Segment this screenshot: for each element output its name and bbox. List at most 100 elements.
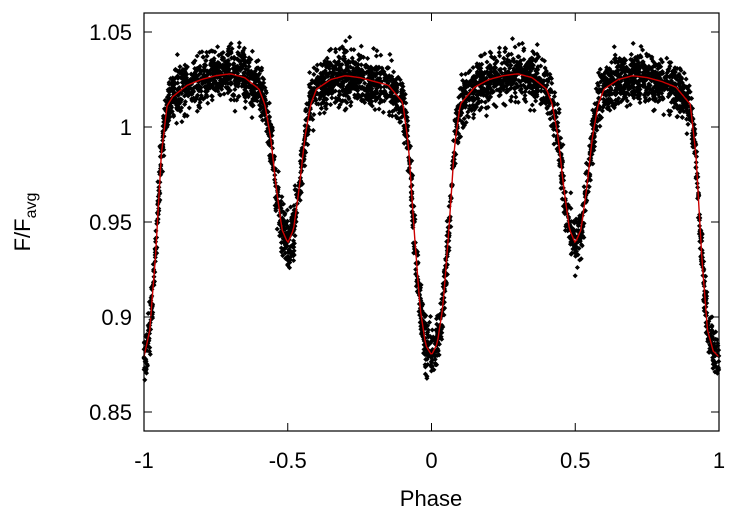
data-point (243, 98, 249, 104)
data-point (143, 370, 150, 376)
data-point (505, 53, 511, 59)
data-point (683, 76, 689, 82)
data-point (324, 55, 330, 61)
y-tick-label: 0.95 (89, 210, 132, 235)
data-point (348, 99, 354, 105)
data-point (355, 88, 361, 94)
x-tick-label: -0.5 (269, 448, 307, 473)
data-point (358, 43, 364, 49)
data-point (664, 55, 670, 61)
data-point (436, 352, 442, 358)
data-point (347, 34, 353, 40)
data-point (502, 45, 508, 51)
data-point (427, 313, 434, 320)
data-point (232, 86, 238, 93)
data-point (581, 184, 587, 190)
data-point (574, 264, 580, 271)
y-axis-title: F/Favg (10, 193, 40, 252)
data-point (174, 52, 180, 58)
data-point (460, 78, 466, 84)
data-point (371, 45, 377, 52)
data-point (310, 127, 316, 133)
data-point (174, 120, 180, 126)
data-point (286, 265, 293, 271)
data-point (241, 45, 247, 51)
data-point (531, 107, 537, 113)
data-point (186, 105, 192, 111)
data-point (578, 256, 584, 262)
data-point (483, 113, 490, 119)
y-tick-label: 1.05 (89, 20, 132, 45)
data-point (288, 218, 294, 224)
x-tick-labels: -1 -0.5 0 0.5 1 (134, 448, 725, 473)
data-point (307, 69, 313, 76)
data-point (378, 52, 384, 58)
data-point (317, 111, 323, 117)
data-point (217, 92, 224, 98)
data-point (179, 119, 185, 125)
data-point (333, 49, 339, 55)
data-point (712, 369, 718, 375)
data-point (496, 49, 502, 56)
data-point (215, 44, 221, 50)
data-points (141, 34, 722, 383)
data-point (291, 203, 297, 209)
data-point (249, 115, 255, 121)
data-point (292, 233, 298, 239)
data-point (362, 80, 368, 86)
data-point (479, 105, 485, 111)
x-tick-label: 0.5 (560, 448, 591, 473)
x-axis-title: Phase (400, 486, 462, 511)
data-point (236, 44, 242, 50)
data-point (512, 90, 518, 96)
data-point (674, 114, 680, 120)
data-point (512, 44, 518, 50)
data-point (496, 45, 503, 51)
data-point (710, 357, 716, 363)
data-point (343, 38, 349, 44)
data-point (484, 59, 490, 65)
data-point (429, 327, 435, 333)
data-point (372, 107, 378, 113)
data-point (572, 273, 578, 279)
y-axis-title-main: F/F (10, 218, 35, 251)
data-point (426, 319, 433, 325)
x-tick-label: 1 (713, 448, 725, 473)
data-point (391, 69, 397, 75)
data-point (628, 51, 634, 57)
data-point (497, 53, 503, 59)
data-point (433, 362, 439, 368)
data-point (201, 72, 207, 78)
data-point (661, 112, 667, 118)
data-point (160, 169, 166, 175)
data-point (185, 87, 192, 93)
data-point (329, 95, 335, 101)
data-point (291, 257, 297, 264)
data-point (389, 57, 395, 64)
y-tick-label: 1 (120, 115, 132, 140)
data-point (685, 121, 691, 127)
data-point (714, 337, 720, 343)
data-point (171, 112, 177, 118)
data-point (249, 48, 255, 54)
data-point (230, 66, 236, 72)
data-point (684, 131, 690, 137)
data-point (348, 103, 354, 109)
data-point (568, 190, 574, 196)
data-point (273, 208, 279, 214)
data-point (373, 53, 379, 59)
data-point (513, 94, 519, 100)
data-point (376, 106, 382, 112)
x-tick-label: 0 (425, 448, 437, 473)
data-point (533, 98, 539, 104)
data-point (235, 64, 241, 70)
data-point (458, 72, 465, 78)
data-point (328, 102, 334, 108)
data-point (205, 100, 211, 106)
data-point (387, 51, 393, 57)
y-tick-labels: 0.85 0.9 0.95 1 1.05 (89, 20, 132, 425)
y-tick-label: 0.85 (89, 400, 132, 425)
x-tick-label: -1 (134, 448, 154, 473)
data-point (467, 68, 473, 74)
fit-line (143, 73, 720, 358)
